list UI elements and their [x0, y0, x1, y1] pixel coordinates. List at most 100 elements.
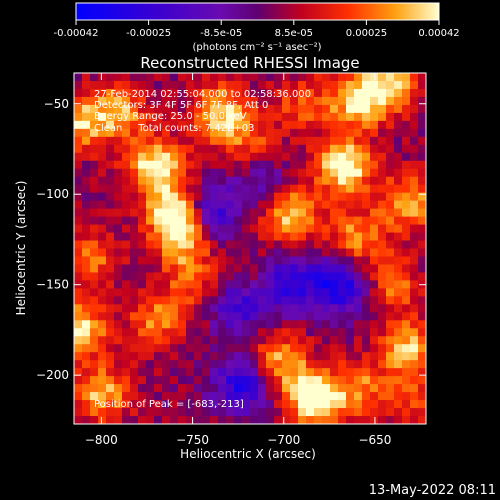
heatmap-cell [122, 128, 131, 138]
heatmap-cell [74, 160, 83, 170]
heatmap-cell [378, 248, 387, 258]
heatmap-cell [378, 136, 387, 146]
heatmap-cell [362, 208, 371, 218]
heatmap-cell [130, 200, 139, 210]
heatmap-cell [106, 176, 115, 186]
heatmap-cell [178, 152, 187, 162]
heatmap-cell [162, 120, 171, 130]
heatmap-cell [354, 136, 363, 146]
heatmap-cell [218, 120, 227, 130]
heatmap-cell [82, 184, 91, 194]
heatmap-cell [218, 344, 227, 353]
heatmap-cell [74, 392, 83, 401]
heatmap-cell [114, 192, 123, 202]
heatmap-cell [202, 80, 211, 90]
heatmap-cell [330, 192, 339, 202]
heatmap-cell [306, 80, 315, 90]
heatmap-cell [154, 264, 163, 274]
heatmap-cell [186, 344, 195, 353]
heatmap-cell [370, 152, 379, 162]
heatmap-cell [218, 152, 227, 162]
heatmap-cell [210, 408, 219, 417]
heatmap-cell [218, 352, 227, 361]
heatmap-cell [250, 184, 259, 194]
heatmap-cell [330, 248, 339, 258]
heatmap-cell [234, 264, 243, 274]
heatmap-cell [402, 128, 411, 138]
heatmap-cell [346, 192, 355, 202]
heatmap-cell [250, 160, 259, 170]
heatmap-cell [402, 168, 411, 178]
heatmap-cell [234, 400, 243, 409]
heatmap-cell [90, 240, 99, 250]
heatmap-cell [274, 136, 283, 146]
heatmap-cell [386, 112, 395, 122]
heatmap-cell [98, 184, 107, 194]
heatmap-cell [234, 384, 243, 393]
heatmap-cell [362, 128, 371, 138]
heatmap-cell [130, 128, 139, 138]
heatmap-cell [410, 264, 419, 274]
heatmap-cell [90, 304, 99, 313]
x-tick-label: −650 [358, 433, 391, 447]
heatmap-cell [362, 280, 371, 289]
heatmap-cell [362, 240, 371, 250]
heatmap-cell [146, 176, 155, 186]
heatmap-cell [122, 136, 131, 146]
heatmap-cell [210, 168, 219, 178]
heatmap-cell [146, 328, 155, 337]
heatmap-cell [322, 272, 331, 282]
heatmap-cell [330, 88, 339, 98]
heatmap-cell [314, 176, 323, 186]
heatmap-cell [258, 320, 267, 329]
heatmap-cell [170, 168, 179, 178]
heatmap-cell [98, 128, 107, 138]
heatmap-cell [314, 256, 323, 266]
heatmap-cell [322, 360, 331, 369]
heatmap-cell [386, 400, 395, 409]
heatmap-cell [258, 88, 267, 98]
heatmap-cell [266, 144, 275, 154]
heatmap-cell [314, 208, 323, 218]
heatmap-cell [338, 112, 347, 122]
heatmap-cell [154, 73, 163, 82]
heatmap-cell [170, 240, 179, 250]
heatmap-cell [234, 104, 243, 114]
heatmap-cell [202, 73, 211, 82]
heatmap-cell [418, 288, 426, 297]
heatmap-cell [218, 144, 227, 154]
heatmap-cell [74, 184, 83, 194]
heatmap-cell [370, 264, 379, 274]
heatmap-cell [162, 392, 171, 401]
heatmap-cell [114, 120, 123, 130]
heatmap-cell [362, 73, 371, 82]
heatmap-cell [418, 80, 426, 90]
heatmap-cell [218, 400, 227, 409]
heatmap-cell [274, 144, 283, 154]
heatmap-cell [418, 328, 426, 337]
heatmap-cell [378, 184, 387, 194]
heatmap-cell [274, 384, 283, 393]
heatmap-cell [250, 144, 259, 154]
heatmap-cell [370, 224, 379, 234]
heatmap-cell [266, 73, 275, 82]
heatmap-cell [394, 264, 403, 274]
heatmap-cell [266, 344, 275, 353]
heatmap-cell [338, 352, 347, 361]
heatmap-cell [186, 192, 195, 202]
heatmap-cell [330, 280, 339, 289]
heatmap-cell [226, 168, 235, 178]
heatmap-cell [394, 272, 403, 282]
heatmap-cell [74, 272, 83, 282]
heatmap-cell [362, 368, 371, 377]
heatmap-cell [370, 360, 379, 369]
heatmap-cell [250, 288, 259, 297]
heatmap-cell [330, 272, 339, 282]
heatmap-cell [250, 336, 259, 345]
heatmap-cell [106, 400, 115, 409]
heatmap-cell [410, 96, 419, 106]
heatmap-cell [258, 288, 267, 297]
heatmap-cell [250, 128, 259, 138]
heatmap-cell [282, 320, 291, 329]
heatmap-cell [154, 224, 163, 234]
